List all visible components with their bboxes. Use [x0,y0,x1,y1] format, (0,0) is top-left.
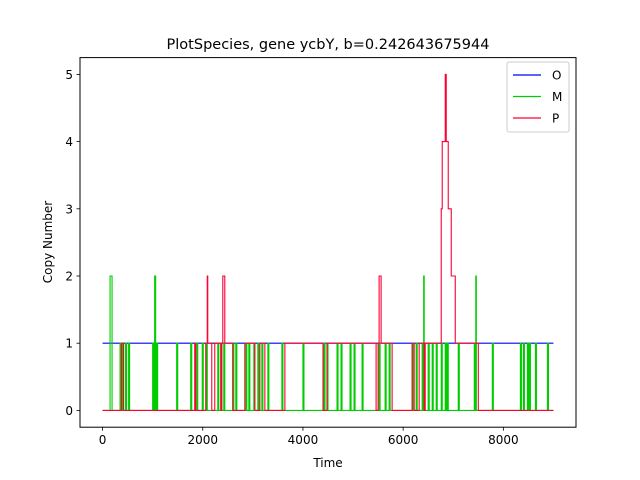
chart-title: PlotSpecies, gene ycbY, b=0.242643675944 [167,37,490,53]
x-tick-label: 0 [99,433,107,447]
y-tick-label: 1 [65,337,73,351]
legend-label-o: O [552,69,561,83]
series-line-m [102,275,554,411]
series-line-p [102,73,554,411]
y-tick-label: 0 [65,404,73,418]
x-tick-label: 8000 [488,433,519,447]
legend-label-m: M [552,90,562,104]
plot-area [102,73,554,411]
x-tick-label: 2000 [187,433,218,447]
axis-ticks: 0 2000 4000 6000 8000 0 1 2 3 4 5 [65,68,518,447]
axes-frame [79,57,577,428]
x-tick-label: 4000 [288,433,319,447]
legend-label-p: P [552,112,559,126]
y-tick-label: 4 [65,135,73,149]
x-tick-label: 6000 [388,433,419,447]
y-tick-label: 5 [65,68,73,82]
y-axis-label: Copy Number [41,201,55,284]
x-axis-label: Time [312,456,342,470]
legend: OMP [506,61,570,133]
y-tick-label: 2 [65,270,73,284]
y-tick-label: 3 [65,202,73,216]
